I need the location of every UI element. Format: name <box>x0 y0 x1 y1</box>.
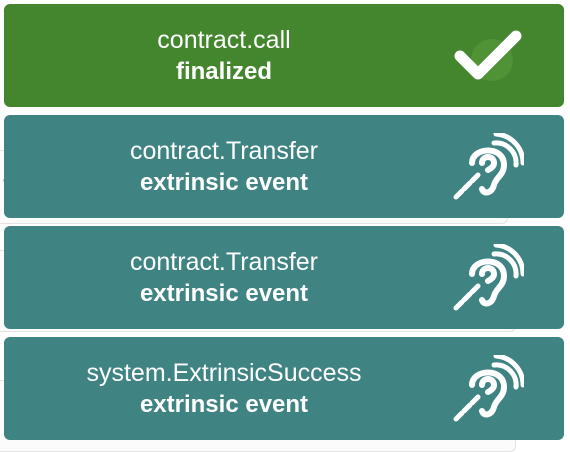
toast-action: system.ExtrinsicSuccess <box>86 358 362 387</box>
assistive-listening-icon <box>453 355 524 422</box>
toast-contract-call[interactable]: contract.call finalized <box>4 4 564 107</box>
toast-action: contract.Transfer <box>129 247 319 276</box>
toast-status: extrinsic event <box>139 279 309 307</box>
notification-stack: contract.call finalized contract.Transfe… <box>4 4 564 448</box>
check-icon <box>454 30 522 81</box>
toast-contract-transfer[interactable]: contract.Transfer extrinsic event <box>4 226 564 329</box>
toast-status: extrinsic event <box>139 390 309 418</box>
assistive-listening-icon <box>453 133 524 200</box>
toast-status: extrinsic event <box>139 168 309 196</box>
toast-extrinsic-success[interactable]: system.ExtrinsicSuccess extrinsic event <box>4 337 564 440</box>
toast-contract-transfer[interactable]: contract.Transfer extrinsic event <box>4 115 564 218</box>
assistive-listening-icon <box>453 244 524 311</box>
toast-status: finalized <box>175 57 272 85</box>
toast-action: contract.call <box>157 25 291 54</box>
toast-action: contract.Transfer <box>129 136 319 165</box>
